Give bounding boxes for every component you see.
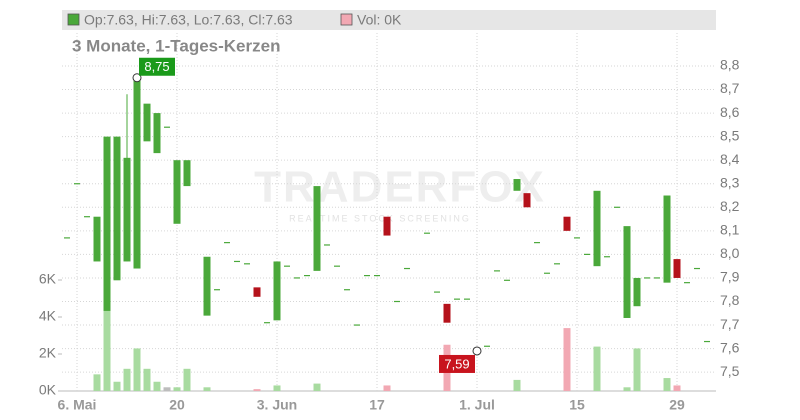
volume-bar xyxy=(133,348,141,391)
y-tick-label: 8,7 xyxy=(720,80,740,96)
candle-body xyxy=(593,190,601,267)
candle-body xyxy=(273,261,281,321)
candle-body xyxy=(173,160,181,224)
volume-bar xyxy=(253,389,261,391)
candle-body xyxy=(673,259,681,278)
candle-body xyxy=(523,193,531,208)
header-bar xyxy=(62,10,716,30)
volume-bar xyxy=(563,328,571,391)
x-tick-label: 17 xyxy=(369,397,385,413)
volume-tick-label: 2K xyxy=(39,345,57,361)
volume-readout: Vol: 0K xyxy=(357,12,402,28)
annotation-label: 8,75 xyxy=(144,59,169,74)
volume-bar xyxy=(143,368,151,391)
candle-body xyxy=(253,287,261,297)
volume-bar xyxy=(633,348,641,391)
candle-body xyxy=(153,113,161,154)
volume-bar xyxy=(383,385,391,391)
watermark-tagline: REALTIME STOCK SCREENING xyxy=(289,213,471,223)
volume-tick-label: 6K xyxy=(39,271,57,287)
volume-tick-label: 4K xyxy=(39,308,57,324)
ohlc-swatch xyxy=(67,13,80,26)
y-tick-label: 7,7 xyxy=(720,316,740,332)
x-tick-label: 6. Mai xyxy=(58,397,97,413)
x-tick-label: 1. Jul xyxy=(459,397,495,413)
ohlc-readout: Op:7.63, Hi:7.63, Lo:7.63, Cl:7.63 xyxy=(84,12,293,28)
y-tick-label: 7,9 xyxy=(720,269,740,285)
volume-bar xyxy=(93,374,101,391)
x-tick-label: 20 xyxy=(169,397,185,413)
y-tick-label: 8,2 xyxy=(720,198,740,214)
chart-title: 3 Monate, 1-Tages-Kerzen xyxy=(72,36,280,55)
y-tick-label: 7,5 xyxy=(720,363,740,379)
candle-body xyxy=(663,195,671,283)
volume-bar xyxy=(113,381,121,391)
volume-bar xyxy=(163,387,171,391)
x-tick-label: 29 xyxy=(669,397,685,413)
candle-body xyxy=(93,216,101,262)
volume-bar xyxy=(593,346,601,391)
candle-body xyxy=(633,277,641,307)
y-tick-label: 8,4 xyxy=(720,151,740,167)
y-tick-label: 8,1 xyxy=(720,222,740,238)
candle-body xyxy=(113,136,121,281)
candle-body xyxy=(123,157,131,262)
volume-bar xyxy=(153,381,161,391)
x-tick-label: 3. Jun xyxy=(257,397,297,413)
volume-bar xyxy=(183,368,191,391)
annotation-box xyxy=(139,57,175,76)
candle-body xyxy=(563,216,571,231)
extreme-marker xyxy=(472,346,482,356)
volume-tick-label: 0K xyxy=(39,382,57,398)
candle-body xyxy=(133,77,141,269)
x-tick-label: 15 xyxy=(569,397,585,413)
watermark: TRADERFOX xyxy=(254,163,546,212)
candle-body xyxy=(623,226,631,318)
volume-bar xyxy=(203,387,211,391)
candle-body xyxy=(513,179,521,191)
y-tick-label: 8,8 xyxy=(720,57,740,73)
volume-bar xyxy=(623,387,631,391)
volume-bar xyxy=(123,368,131,391)
volume-bar xyxy=(313,383,321,391)
y-tick-label: 8,5 xyxy=(720,127,740,143)
candle-body xyxy=(103,136,111,311)
volume-bar xyxy=(663,378,671,391)
y-tick-label: 8,6 xyxy=(720,104,740,120)
annotation-label: 7,59 xyxy=(444,356,469,371)
volume-bar xyxy=(103,309,111,391)
annotation-box xyxy=(439,354,475,373)
volume-swatch xyxy=(340,13,353,26)
y-tick-label: 8,0 xyxy=(720,245,740,261)
candle-body xyxy=(443,303,451,323)
y-tick-label: 7,8 xyxy=(720,292,740,308)
candle-body xyxy=(203,256,211,316)
volume-bar xyxy=(173,387,181,391)
y-tick-label: 7,6 xyxy=(720,339,740,355)
candle-body xyxy=(313,186,321,271)
volume-bar xyxy=(513,379,521,391)
candle-body xyxy=(183,160,191,187)
y-tick-label: 8,3 xyxy=(720,174,740,190)
candle-body xyxy=(383,216,391,236)
candle-body xyxy=(143,103,151,142)
volume-bar xyxy=(673,385,681,391)
volume-bar xyxy=(273,385,281,391)
